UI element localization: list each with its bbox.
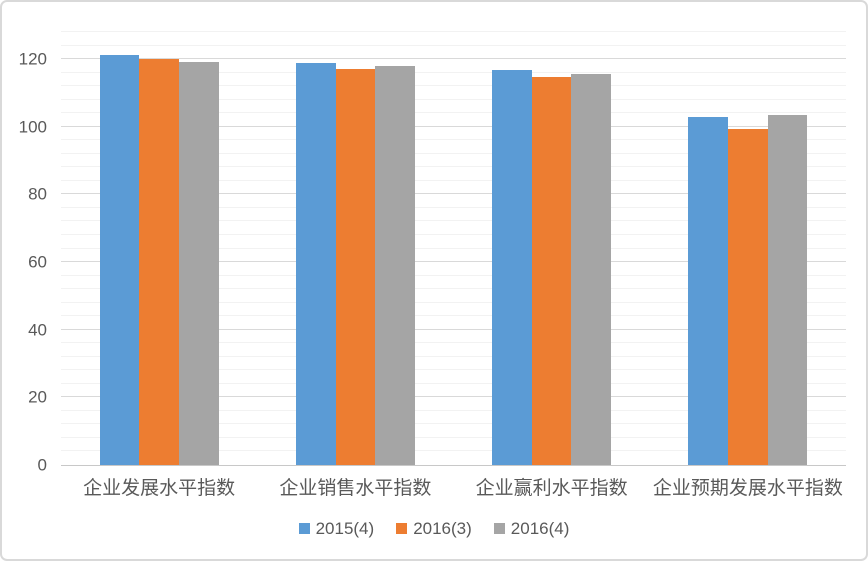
legend-label: 2016(3): [413, 519, 472, 538]
minor-gridline: [61, 206, 846, 208]
major-gridline: [61, 193, 846, 195]
legend-swatch-icon: [493, 523, 505, 534]
legend-item-2016(4): 2016(4): [493, 519, 570, 538]
y-tick-label: 100: [18, 117, 47, 137]
minor-gridline: [61, 409, 846, 411]
legend-swatch-icon: [298, 523, 310, 534]
legend-swatch-icon: [396, 523, 408, 534]
bar-group: [295, 32, 415, 465]
bar-2016(4)-0: [178, 61, 219, 465]
bar-2016(4)-1: [375, 66, 415, 465]
minor-gridline: [61, 369, 846, 371]
bar-2016(3)-1: [335, 68, 376, 465]
y-tick-label: 80: [28, 184, 47, 204]
minor-gridline: [61, 315, 846, 317]
bar-2015(4)-1: [295, 62, 336, 465]
major-gridline: [61, 396, 846, 398]
minor-gridline: [61, 98, 846, 100]
minor-gridline: [61, 288, 846, 290]
bar-2015(4)-2: [492, 69, 532, 465]
minor-gridline: [61, 342, 846, 344]
minor-gridline: [61, 355, 846, 357]
bar-2016(4)-2: [571, 73, 611, 465]
minor-gridline: [61, 179, 846, 181]
x-tick-label: 企业销售水平指数: [279, 478, 432, 499]
minor-gridline: [61, 247, 846, 249]
minor-gridline: [61, 301, 846, 303]
y-tick-label: 40: [28, 320, 47, 340]
y-tick-label: 20: [28, 387, 47, 407]
bar-2016(3)-3: [728, 129, 768, 465]
major-gridline: [61, 261, 846, 263]
minor-gridline: [61, 220, 846, 222]
minor-gridline: [61, 85, 846, 87]
minor-gridline: [61, 71, 846, 73]
y-tick-label: 60: [28, 252, 47, 272]
minor-gridline: [61, 233, 846, 235]
major-gridline: [61, 328, 846, 330]
minor-gridline: [61, 31, 846, 32]
plot-area: [61, 31, 846, 466]
bar-group: [688, 32, 808, 465]
minor-gridline: [61, 382, 846, 384]
major-gridline: [61, 58, 846, 60]
minor-gridline: [61, 166, 846, 168]
minor-gridline: [61, 139, 846, 141]
bar-group: [492, 32, 611, 465]
bar-2015(4)-3: [688, 116, 729, 465]
x-tick-label: 企业预期发展水平指数: [652, 478, 843, 499]
bar-2016(3)-2: [531, 77, 572, 465]
minor-gridline: [61, 112, 846, 114]
minor-gridline: [61, 152, 846, 154]
y-tick-label: 0: [37, 455, 47, 475]
bar-group: [99, 32, 219, 465]
minor-gridline: [61, 274, 846, 276]
legend-item-2015(4): 2015(4): [298, 519, 375, 538]
minor-gridline: [61, 423, 846, 425]
bar-2015(4)-0: [99, 55, 140, 465]
legend-label: 2016(4): [510, 519, 570, 538]
y-tick-label: 120: [18, 49, 47, 69]
legend-item-2016(3): 2016(3): [396, 520, 472, 537]
legend: 2015(4) 2016(3) 2016(4): [2, 520, 866, 537]
minor-gridline: [61, 44, 846, 46]
bar-2016(4)-3: [767, 114, 808, 465]
x-tick-label: 企业发展水平指数: [83, 478, 236, 499]
minor-gridline: [61, 436, 846, 438]
minor-gridline: [61, 450, 846, 452]
y-axis: 0 20 40 60 80 100 120: [2, 32, 47, 474]
x-tick-label: 企业赢利水平指数: [475, 478, 628, 499]
major-gridline: [61, 125, 846, 127]
bar-2016(3)-0: [139, 59, 179, 465]
x-axis: 企业发展水平指数 企业销售水平指数 企业赢利水平指数 企业预期发展水平指数: [61, 476, 846, 502]
legend-label: 2015(4): [315, 519, 375, 538]
